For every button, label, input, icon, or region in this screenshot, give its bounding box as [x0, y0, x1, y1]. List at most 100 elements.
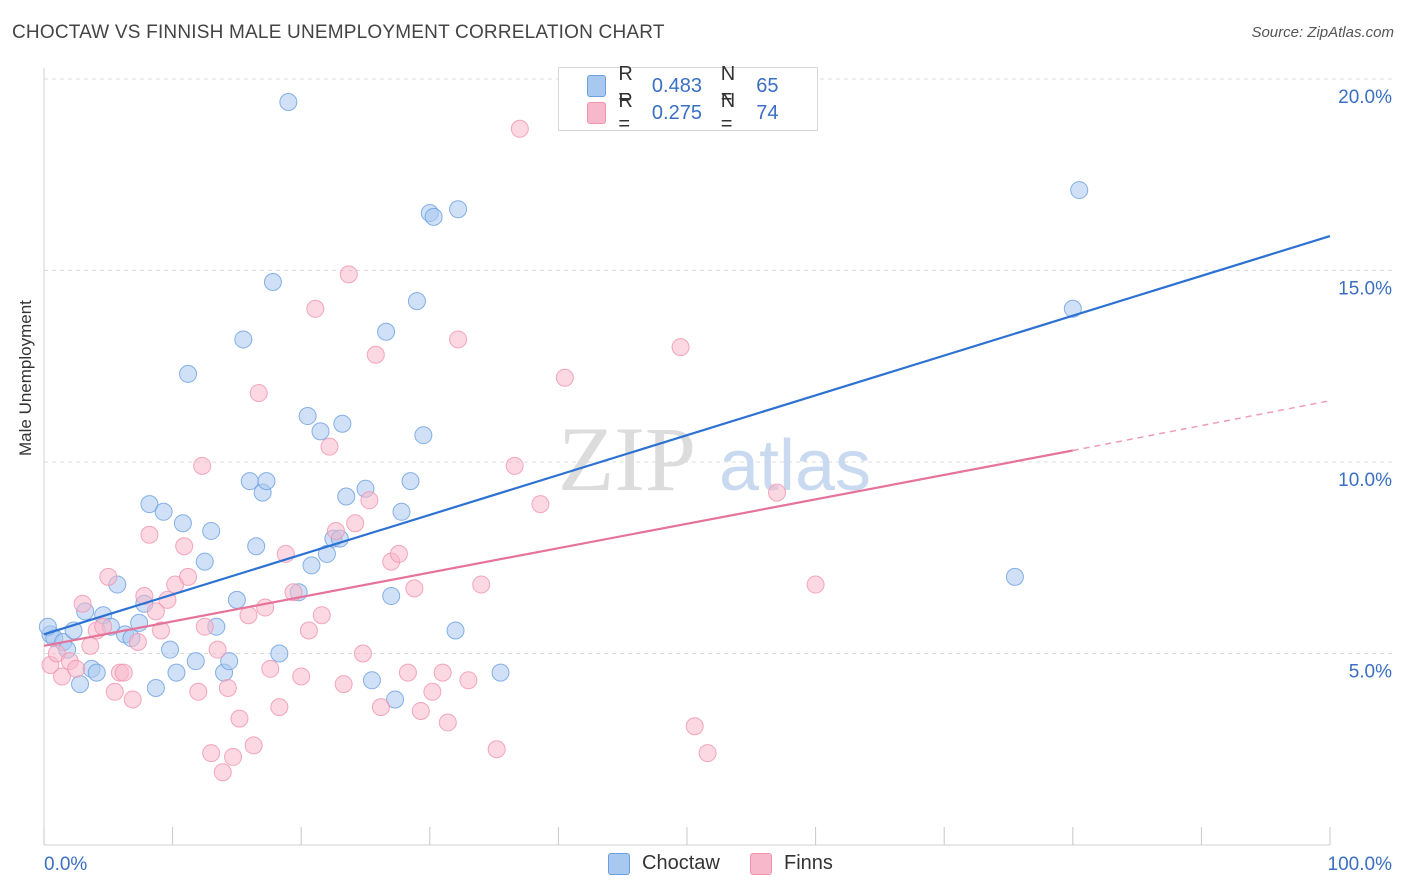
series-legend: Choctaw Finns — [0, 852, 1406, 878]
point-finns — [353, 644, 372, 663]
legend-item-choctaw[interactable]: Choctaw — [608, 852, 720, 875]
legend-n-label: N = — [720, 90, 736, 135]
series-points — [38, 92, 1089, 782]
legend-n-value: 65 — [756, 74, 779, 97]
point-finns — [411, 701, 430, 720]
x-tick-label-max: 100.0% — [1328, 854, 1393, 875]
point-finns — [179, 567, 198, 586]
point-finns — [423, 682, 442, 701]
point-choctaw — [234, 330, 253, 349]
y-tick-label: 20.0% — [1338, 87, 1392, 108]
point-finns — [306, 299, 325, 318]
point-choctaw — [491, 663, 510, 682]
point-finns — [326, 521, 345, 540]
point-finns — [555, 368, 574, 387]
point-choctaw — [377, 322, 396, 341]
point-choctaw — [173, 514, 192, 533]
point-finns — [685, 717, 704, 736]
point-choctaw — [317, 544, 336, 563]
point-finns — [449, 330, 468, 349]
point-finns — [208, 640, 227, 659]
point-finns — [292, 667, 311, 686]
y-tick-label: 10.0% — [1338, 470, 1392, 491]
source-label: Source: ZipAtlas.com — [1251, 24, 1394, 41]
legend-r-label: R = — [618, 63, 633, 108]
point-finns — [284, 583, 303, 602]
point-finns — [299, 621, 318, 640]
point-choctaw — [161, 640, 180, 659]
point-choctaw — [257, 472, 276, 491]
point-choctaw — [362, 671, 381, 690]
point-choctaw — [263, 272, 282, 291]
point-finns — [806, 575, 825, 594]
chart-title: CHOCTAW VS FINNISH MALE UNEMPLOYMENT COR… — [12, 22, 665, 43]
trendline-choctaw — [43, 234, 1331, 636]
legend-n-label: N = — [720, 63, 736, 108]
point-finns — [213, 763, 232, 782]
axes — [43, 68, 1331, 846]
point-finns — [195, 617, 214, 636]
point-choctaw — [298, 407, 317, 426]
point-finns — [334, 675, 353, 694]
point-finns — [128, 633, 147, 652]
point-finns — [768, 483, 787, 502]
point-choctaw — [407, 292, 426, 311]
series-choctaw — [38, 92, 1089, 709]
legend-swatch-finns — [750, 852, 772, 875]
legend-swatch-finns — [587, 102, 607, 124]
legend-row-finns: R = 0.275 N = 74 — [587, 90, 817, 135]
point-finns — [202, 744, 221, 763]
point-finns — [312, 606, 331, 625]
point-finns — [270, 698, 289, 717]
point-choctaw — [87, 663, 106, 682]
point-choctaw — [386, 690, 405, 709]
point-finns — [510, 119, 529, 138]
y-tick-label: 5.0% — [1349, 662, 1392, 683]
point-choctaw — [337, 487, 356, 506]
point-finns — [346, 514, 365, 533]
point-finns — [698, 744, 717, 763]
point-finns — [531, 495, 550, 514]
point-finns — [389, 544, 408, 563]
legend-r-value: 0.275 — [651, 101, 702, 124]
point-choctaw — [401, 472, 420, 491]
y-axis-label: Male Unemployment — [16, 300, 35, 456]
point-finns — [53, 667, 72, 686]
point-finns — [224, 747, 243, 766]
legend-item-finns[interactable]: Finns — [750, 852, 833, 875]
stats-legend: R = 0.483 N = 65 R = 0.275 N = 74 — [558, 63, 818, 135]
point-choctaw — [382, 587, 401, 606]
point-finns — [193, 456, 212, 475]
point-choctaw — [449, 200, 468, 219]
watermark: ZIP atlas — [558, 408, 871, 510]
legend-n-value: 74 — [756, 101, 779, 124]
point-finns — [405, 579, 424, 598]
point-choctaw — [186, 652, 205, 671]
point-choctaw — [1063, 299, 1082, 318]
point-choctaw — [270, 644, 289, 663]
point-choctaw — [279, 92, 298, 111]
point-choctaw — [414, 426, 433, 445]
tick-labels: 5.0% 10.0% 15.0% 20.0% 0.0% 100.0% — [44, 87, 1392, 875]
legend-r-label: R = — [618, 90, 633, 135]
point-choctaw — [333, 414, 352, 433]
point-finns — [459, 671, 478, 690]
y-tick-label: 15.0% — [1338, 279, 1392, 300]
trendlines — [43, 234, 1331, 647]
point-finns — [230, 709, 249, 728]
legend-swatch-choctaw — [587, 75, 607, 97]
point-finns — [105, 682, 124, 701]
point-choctaw — [247, 537, 266, 556]
point-finns — [371, 698, 390, 717]
legend-swatch-choctaw — [608, 852, 630, 875]
point-finns — [146, 602, 165, 621]
point-choctaw — [220, 652, 239, 671]
point-finns — [398, 663, 417, 682]
point-finns — [360, 491, 379, 510]
point-choctaw — [227, 590, 246, 609]
point-finns — [438, 713, 457, 732]
point-finns — [505, 456, 524, 475]
point-finns — [671, 338, 690, 357]
x-tick-label-min: 0.0% — [44, 854, 87, 875]
